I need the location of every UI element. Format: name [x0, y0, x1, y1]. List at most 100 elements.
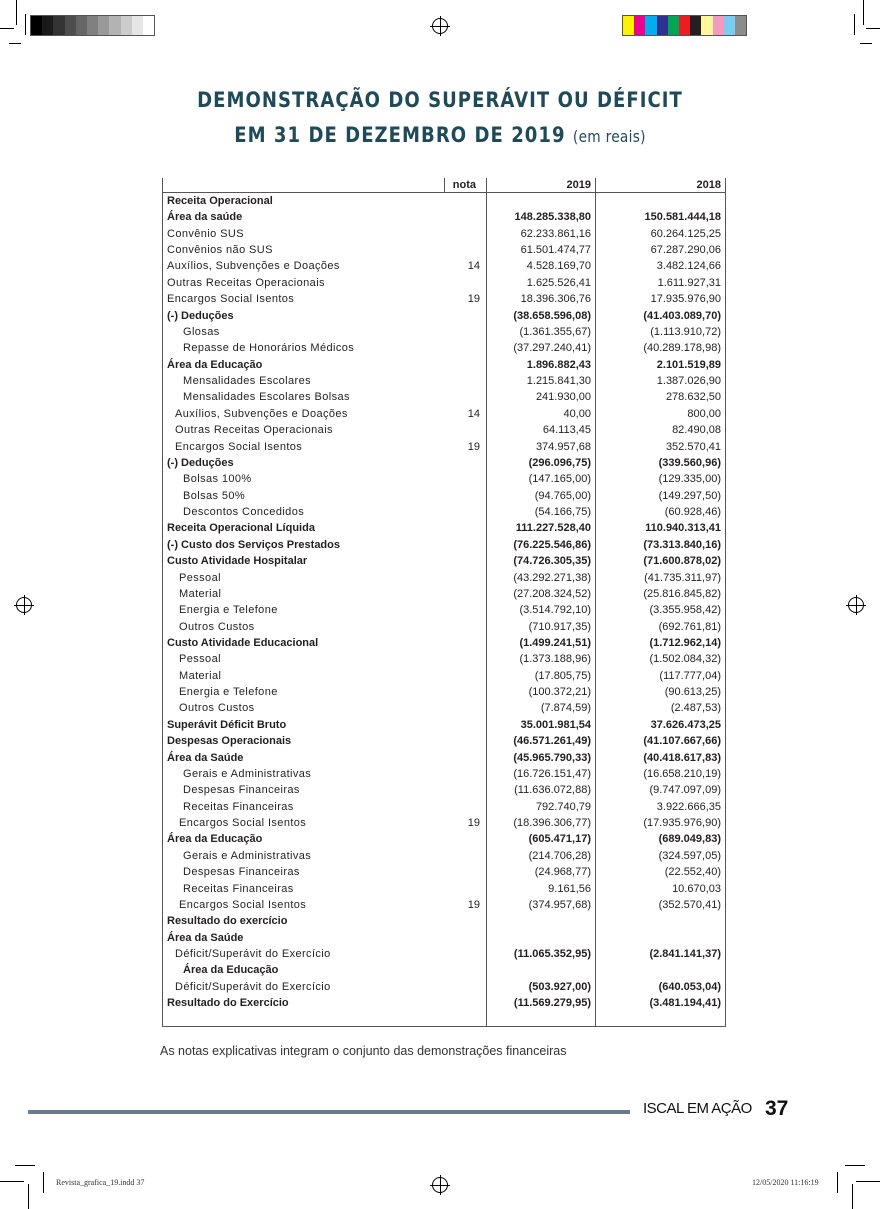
header-2018: 2018 [696, 179, 721, 191]
value-2019: (74.726.305,35) [513, 555, 591, 568]
row-label: Outros Custos [179, 620, 255, 633]
value-2019: (54.166,75) [534, 506, 591, 519]
value-2019: (374.957,68) [528, 898, 591, 911]
table-row: Encargos Social Isentos 19 374.957,68 352.5… [163, 439, 725, 455]
value-2018: 352.570,41 [665, 440, 721, 453]
table-row: Mensalidades Escolares 1.215.841,30 1.387.… [163, 373, 725, 389]
table-row: Material (27.208.324,52) (25.816.845,82) [163, 586, 725, 602]
table-row: Outras Receitas Operacionais 1.625.526,41… [163, 275, 725, 291]
value-2019: (16.726.151,47) [513, 767, 591, 780]
swatch [623, 16, 635, 35]
row-nota: 14 [467, 407, 480, 420]
value-2018: (16.658.210,19) [643, 767, 721, 780]
table-row: Gerais e Administrativas (214.706,28) (324… [163, 848, 725, 864]
value-2019: (46.571.261,49) [513, 735, 591, 748]
row-label: Auxílios, Subvenções e Doações [175, 407, 348, 420]
row-label: Encargos Social Isentos [179, 898, 307, 911]
value-2019: (94.765,00) [534, 489, 591, 502]
value-2019: (11.065.352,95) [513, 948, 591, 961]
table-row: Encargos Social Isentos 19 18.396.306,76 17… [163, 291, 725, 307]
value-2019: (1.373.188,96) [519, 653, 591, 666]
row-label: (-) Custo dos Serviços Prestados [167, 538, 340, 551]
row-label: Receita Operacional [167, 195, 273, 207]
table-row: Área da Saúde [163, 930, 725, 946]
value-2018: (3.355.958,42) [649, 604, 721, 617]
row-label: Despesas Financeiras [183, 866, 300, 879]
value-2018: (60.928,46) [664, 506, 721, 519]
crop-mark [854, 14, 855, 35]
crop-mark [856, 1181, 880, 1182]
magazine-logo: ISCAL EM AÇÃO [643, 1100, 752, 1117]
row-label: Área da Educação [167, 358, 263, 371]
crop-mark [9, 43, 21, 44]
row-label: Área da Saúde [167, 751, 244, 764]
value-2018: (90.613,25) [664, 686, 721, 699]
value-2019: (100.372,21) [528, 686, 591, 699]
table-row: Receitas Financeiras 792.740,79 3.922.666,… [163, 799, 725, 815]
swatch [142, 16, 155, 35]
row-label: Despesas Operacionais [167, 735, 292, 748]
table-row: Déficit/Superávit do Exercício (11.065.35… [163, 946, 725, 962]
value-2019: (1.361.355,67) [519, 325, 591, 338]
table-row: (-) Deduções (296.096,75) (339.560,96) [163, 455, 725, 471]
swatch [42, 16, 54, 35]
table-row: Convênios não SUS 61.501.474,77 67.287.290… [163, 242, 725, 258]
swatch [656, 16, 668, 35]
table-row: Convênio SUS 62.233.861,16 60.264.125,25 [163, 226, 725, 242]
row-label: Déficit/Superávit do Exercício [175, 948, 331, 961]
row-label: Gerais e Administrativas [183, 767, 312, 780]
value-2019: 40,00 [563, 407, 591, 420]
row-nota: 19 [467, 293, 480, 306]
row-label: Encargos Social Isentos [179, 817, 307, 830]
value-2019: (3.514.792,10) [519, 604, 591, 617]
value-2018: 110.940.313,41 [645, 522, 721, 535]
table-row: Receita Operacional [163, 193, 725, 209]
crop-mark [0, 28, 14, 29]
value-2018: (73.313.840,16) [643, 538, 721, 551]
value-2018: (2.841.141,37) [649, 948, 721, 961]
crop-mark [43, 1172, 44, 1193]
row-nota: 19 [467, 898, 480, 911]
swatch [120, 16, 132, 35]
row-label: Bolsas 50% [183, 489, 246, 502]
table-row: Mensalidades Escolares Bolsas 241.930,00 2… [163, 389, 725, 405]
row-label: Receitas Financeiras [183, 882, 294, 895]
table-row: Bolsas 50% (94.765,00) (149.297,50) [163, 488, 725, 504]
swatch [109, 16, 121, 35]
table-row: Repasse de Honorários Médicos (37.297.240… [163, 340, 725, 356]
row-label: Auxílios, Subvenções e Doações [167, 260, 340, 273]
table-row: Outras Receitas Operacionais 64.113,45 82.… [163, 422, 725, 438]
table-row: (-) Deduções (38.658.596,08) (41.403.089,7… [163, 308, 725, 324]
value-2019: (38.658.596,08) [513, 309, 591, 322]
value-2018: (3.481.194,41) [649, 997, 721, 1010]
value-2018: 60.264.125,25 [650, 227, 721, 240]
value-2019: (296.096,75) [528, 456, 591, 469]
row-label: (-) Deduções [167, 456, 234, 469]
table-row: (-) Custo dos Serviços Prestados (76.225.… [163, 537, 725, 553]
value-2018: (117.777,04) [659, 669, 721, 682]
value-2018: (22.552,40) [664, 866, 721, 879]
slug-date: 12/05/2020 11:16:19 [752, 1178, 819, 1187]
table-row: Auxílios, Subvenções e Doações 14 40,00 800… [163, 406, 725, 422]
value-2019: (710.917,35) [528, 620, 591, 633]
row-label: Convênio SUS [167, 227, 244, 240]
value-2018: (149.297,50) [658, 489, 721, 502]
value-2018: 17.935.976,90 [650, 293, 721, 306]
value-2018: (324.597,05) [658, 849, 721, 862]
value-2018: (40.418.617,83) [643, 751, 721, 764]
row-label: Outras Receitas Operacionais [167, 276, 325, 289]
statement-table: nota 2019 2018 Receita Operacional Área d… [162, 178, 726, 1027]
value-2019: 1.215.841,30 [526, 375, 591, 388]
table-row: Energia e Telefone (100.372,21) (90.613,25… [163, 684, 725, 700]
table-row: Área da Educação [163, 962, 725, 978]
registration-mark-icon [14, 595, 34, 615]
value-2018: (640.053,04) [658, 980, 721, 993]
value-2018: (1.502.084,32) [649, 653, 721, 666]
row-label: Superávit Déficit Bruto [167, 718, 287, 731]
row-label: Outras Receitas Operacionais [175, 424, 333, 437]
swatch [86, 16, 99, 35]
table-row: Déficit/Superávit do Exercício (503.927,0… [163, 979, 725, 995]
value-2019: (17.805,75) [534, 669, 591, 682]
value-2019: (147.165,00) [528, 473, 591, 486]
crop-mark [25, 14, 26, 35]
